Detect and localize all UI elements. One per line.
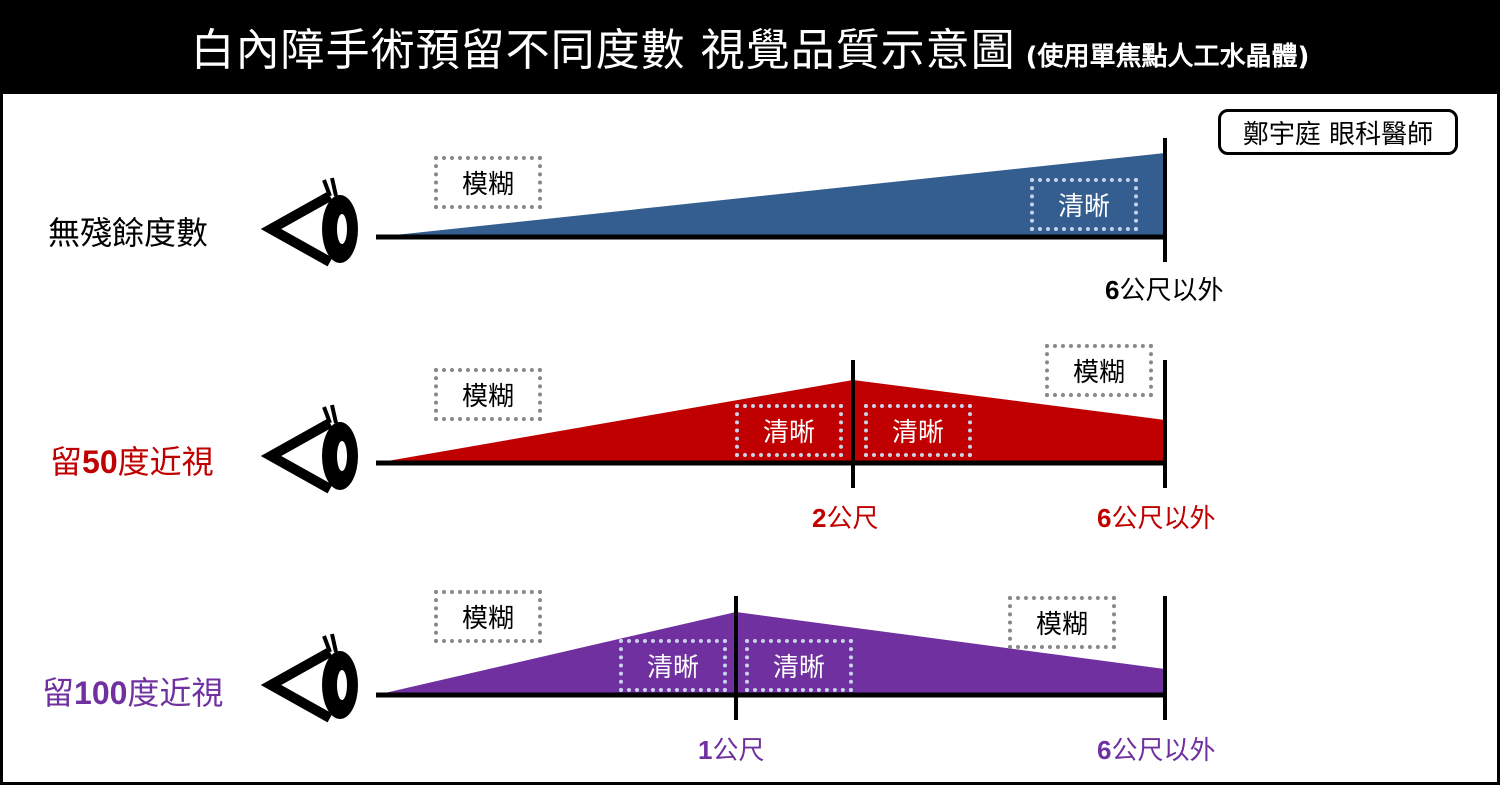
title-subtitle: (使用單焦點人工水晶體) bbox=[1025, 42, 1310, 72]
row1-clear-box: 清晰 bbox=[1030, 178, 1138, 231]
row2-blur-box-far: 模糊 bbox=[1045, 344, 1153, 397]
row1-far-text: 公尺以外 bbox=[1119, 276, 1224, 306]
row3-label-number: 100 bbox=[74, 675, 128, 711]
author-credit: 鄭宇庭 眼科醫師 bbox=[1218, 109, 1458, 155]
row3-clear-box-far: 清晰 bbox=[745, 639, 853, 692]
row3-mid-number: 1 bbox=[698, 735, 713, 765]
row3-mid-label: 1公尺 bbox=[698, 730, 764, 767]
row3-far-text: 公尺以外 bbox=[1111, 736, 1216, 766]
row3-clear-box-near: 清晰 bbox=[619, 639, 727, 692]
row3-label: 留100度近視 bbox=[42, 668, 223, 714]
row1-far-number: 6 bbox=[1105, 275, 1120, 305]
row2-clear-box-near: 清晰 bbox=[735, 404, 843, 457]
row1-far-label: 6公尺以外 bbox=[1105, 270, 1223, 307]
row2-label-suffix: 度近視 bbox=[117, 443, 214, 481]
row2-far-number: 6 bbox=[1097, 503, 1112, 533]
title-bar: 白內障手術預留不同度數 視覺品質示意圖 (使用單焦點人工水晶體) bbox=[0, 0, 1500, 94]
eye-icon bbox=[260, 404, 358, 494]
row3-blur-box-far: 模糊 bbox=[1008, 596, 1116, 649]
page-title: 白內障手術預留不同度數 視覺品質示意圖 (使用單焦點人工水晶體) bbox=[0, 14, 1500, 78]
row3-far-label: 6公尺以外 bbox=[1097, 730, 1215, 767]
row3-vision-wedge bbox=[376, 612, 1165, 695]
row2-blur-box-near: 模糊 bbox=[434, 368, 542, 421]
row2-label: 留50度近視 bbox=[50, 437, 214, 483]
row2-mid-text: 公尺 bbox=[826, 504, 879, 534]
row3-label-suffix: 度近視 bbox=[127, 674, 224, 712]
eye-icon bbox=[260, 633, 358, 723]
row3-blur-box-near: 模糊 bbox=[434, 590, 542, 643]
row2-label-number: 50 bbox=[82, 444, 118, 480]
row2-far-text: 公尺以外 bbox=[1111, 504, 1216, 534]
row2-mid-label: 2公尺 bbox=[812, 498, 878, 535]
row1-blur-box: 模糊 bbox=[434, 156, 542, 209]
row3-label-prefix: 留 bbox=[42, 674, 75, 712]
row2-clear-box-far: 清晰 bbox=[864, 404, 972, 457]
row2-vision-wedge bbox=[376, 380, 1165, 463]
title-main: 白內障手術預留不同度數 視覺品質示意圖 bbox=[190, 25, 1016, 76]
row2-mid-number: 2 bbox=[812, 503, 827, 533]
row3-far-number: 6 bbox=[1097, 735, 1112, 765]
row3-mid-text: 公尺 bbox=[712, 736, 765, 766]
row1-vision-wedge bbox=[376, 153, 1165, 237]
eye-icon bbox=[260, 177, 358, 267]
row1-label: 無殘餘度數 bbox=[48, 214, 209, 252]
row2-far-label: 6公尺以外 bbox=[1097, 498, 1215, 535]
row2-label-prefix: 留 bbox=[50, 443, 83, 481]
